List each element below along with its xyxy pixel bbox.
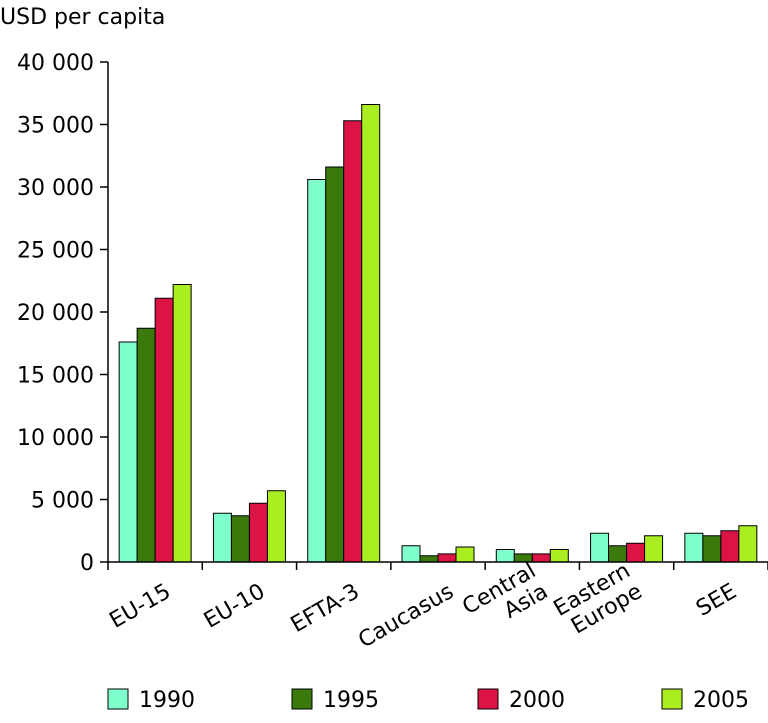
x-category-label-line: EU-10 <box>200 579 270 634</box>
x-category-label: Caucasus <box>354 579 458 653</box>
bar-2000 <box>720 530 740 563</box>
bar-2005 <box>361 104 381 563</box>
legend-label: 1995 <box>323 688 379 713</box>
legend: 1990 1995 2000 2005 <box>107 688 749 713</box>
bar-2000 <box>154 297 174 563</box>
y-tick-label: 10 000 <box>17 426 94 451</box>
bar-1995 <box>608 545 628 563</box>
legend-label: 2000 <box>509 688 565 713</box>
x-category-label: EU-10 <box>200 579 270 634</box>
x-category-label: SEE <box>692 579 741 622</box>
y-axis-title: USD per capita <box>0 5 165 30</box>
x-category-label: CentralAsia <box>458 558 552 640</box>
bar-1995 <box>136 327 156 563</box>
x-category-label: EFTA-3 <box>287 579 364 638</box>
bar-2000 <box>248 502 268 563</box>
bar-2000 <box>626 542 646 563</box>
legend-swatch-2005 <box>661 688 683 710</box>
y-axis: 0 5 000 10 000 15 000 20 000 25 000 30 000 35 0… <box>17 51 109 576</box>
bar-1990 <box>684 532 704 563</box>
bar-1990 <box>401 545 421 563</box>
bar-1990 <box>307 179 327 563</box>
x-category-label-line: EU-15 <box>106 579 176 634</box>
bar-2000 <box>437 553 457 563</box>
legend-swatch-1995 <box>291 688 313 710</box>
x-category-label-line: SEE <box>692 579 741 622</box>
bar-1990 <box>495 549 515 563</box>
legend-swatch-2000 <box>477 688 499 710</box>
bar-1990 <box>118 341 138 563</box>
y-tick-label: 35 000 <box>17 114 94 139</box>
x-category-label-line: EFTA-3 <box>287 579 364 638</box>
y-tick-label: 20 000 <box>17 301 94 326</box>
y-tick-label: 25 000 <box>17 239 94 264</box>
bar-1990 <box>590 532 610 563</box>
bar-1990 <box>212 512 232 563</box>
bar-2005 <box>172 284 192 563</box>
x-category-label-line: Caucasus <box>354 579 458 653</box>
x-category-label: EasternEurope <box>550 558 647 642</box>
y-tick-label: 30 000 <box>17 176 94 201</box>
x-category-label: EU-15 <box>106 579 176 634</box>
bar-1995 <box>702 535 722 563</box>
y-tick-label: 15 000 <box>17 364 94 389</box>
bar-2005 <box>549 549 569 563</box>
legend-swatch-1990 <box>107 688 129 710</box>
bar-2005 <box>455 546 475 563</box>
legend-label: 2005 <box>693 688 749 713</box>
y-tick-label: 40 000 <box>17 51 94 76</box>
bars <box>118 104 758 563</box>
y-tick-label: 0 <box>80 551 94 576</box>
y-tick-label: 5 000 <box>31 489 94 514</box>
bar-2005 <box>738 525 758 563</box>
bar-2000 <box>531 553 551 563</box>
bar-1995 <box>230 515 250 563</box>
bar-2005 <box>644 535 664 563</box>
bar-2005 <box>266 490 286 563</box>
bar-1995 <box>419 555 439 563</box>
bar-1995 <box>325 166 345 563</box>
legend-label: 1990 <box>139 688 195 713</box>
bar-2000 <box>343 120 363 563</box>
